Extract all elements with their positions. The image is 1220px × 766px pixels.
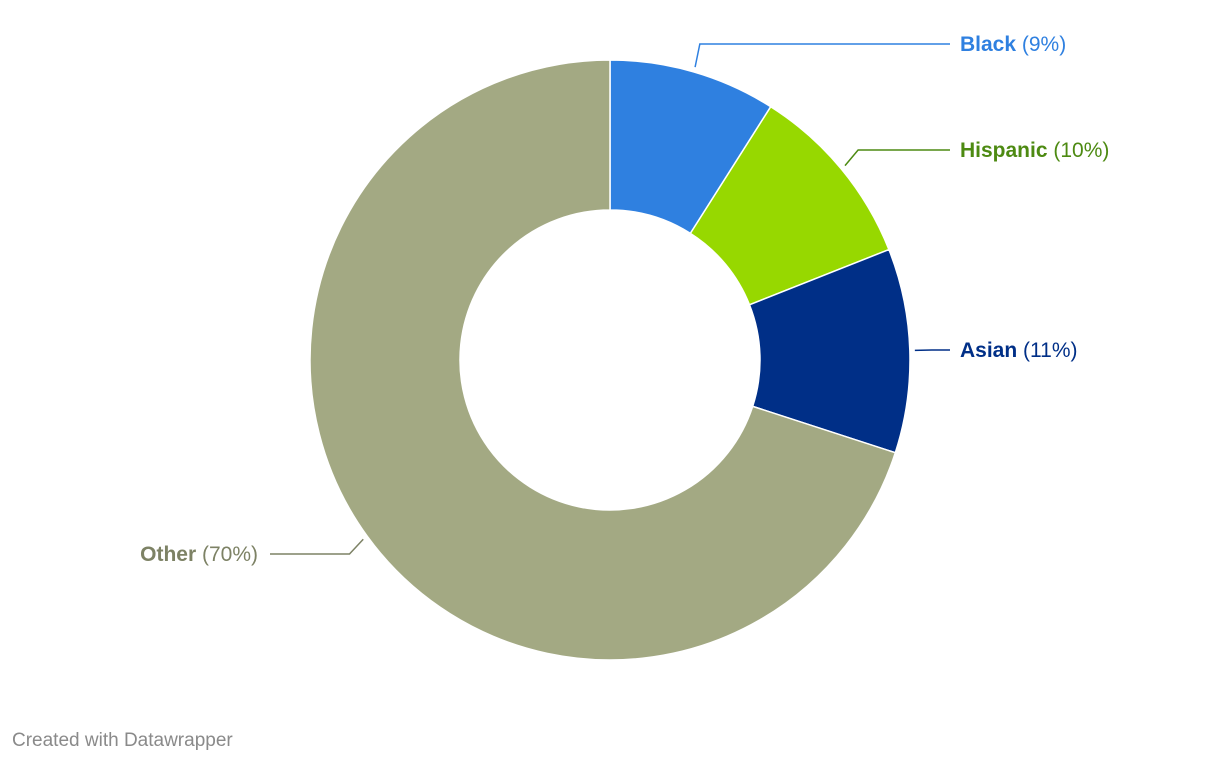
slice-other[interactable] (309, 59, 897, 661)
slice-label-name: Other (140, 543, 196, 566)
slice-label-black: Black (9%) (960, 33, 1066, 56)
datawrapper-credit[interactable]: Created with Datawrapper (12, 730, 233, 751)
leader-line-hispanic (844, 149, 950, 167)
slice-label-value: (11%) (1017, 339, 1077, 362)
slice-label-value: (9%) (1016, 33, 1066, 56)
slice-label-value: (70%) (196, 543, 258, 566)
slice-label-name: Hispanic (960, 139, 1048, 162)
leader-line-other (270, 538, 364, 555)
donut-slices (309, 59, 911, 661)
slice-label-name: Black (960, 33, 1016, 56)
slice-label-hispanic: Hispanic (10%) (960, 139, 1109, 162)
slice-label-name: Asian (960, 339, 1017, 362)
slice-labels: Black (9%) Hispanic (10%) Asian (11%) Other… (140, 33, 1109, 566)
slice-label-asian: Asian (11%) (960, 339, 1077, 362)
slice-label-other: Other (70%) (140, 543, 258, 566)
leader-line-black (694, 43, 950, 68)
label-leader-lines (270, 43, 950, 555)
slice-label-value: (10%) (1048, 139, 1110, 162)
